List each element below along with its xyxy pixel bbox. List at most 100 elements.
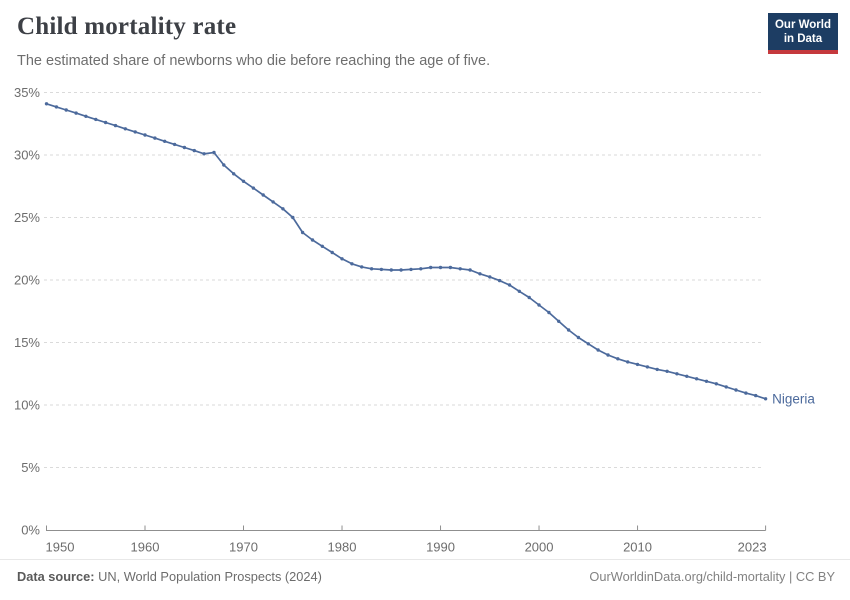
data-point	[438, 265, 443, 270]
data-point	[113, 123, 118, 128]
data-point	[222, 163, 226, 167]
data-point	[586, 342, 590, 346]
data-point	[468, 268, 472, 272]
y-tick-label: 35%	[14, 85, 40, 100]
series-end-label: Nigeria	[772, 391, 815, 406]
data-point	[310, 238, 315, 242]
data-point	[704, 379, 709, 383]
data-point	[429, 265, 433, 270]
data-point	[744, 391, 748, 395]
data-point	[74, 111, 78, 115]
data-point	[576, 335, 581, 340]
y-tick-label: 10%	[14, 398, 40, 413]
data-point	[724, 385, 728, 389]
data-point	[527, 295, 531, 300]
data-point	[694, 377, 699, 381]
data-point	[281, 207, 285, 211]
y-tick-label: 20%	[14, 273, 40, 288]
x-tick-label: 2000	[525, 540, 554, 555]
data-point	[212, 150, 216, 155]
data-source-note: Data source: UN, World Population Prospe…	[17, 569, 322, 584]
x-tick-label: 2010	[623, 540, 652, 555]
data-point	[517, 289, 521, 293]
owid-logo-line1: Our World	[774, 19, 831, 31]
footer-link[interactable]: OurWorldinData.org/child-mortality | CC …	[589, 569, 835, 584]
data-point	[566, 328, 571, 332]
data-point	[143, 133, 147, 137]
x-tick-label: 1950	[46, 540, 75, 555]
chart-subtitle: The estimated share of newborns who die …	[17, 53, 491, 69]
data-point	[763, 397, 768, 401]
data-point	[84, 114, 88, 119]
data-point	[291, 215, 295, 220]
owid-logo-line2: in Data	[783, 33, 823, 46]
data-point	[192, 148, 196, 153]
data-point	[685, 374, 689, 378]
y-tick-label: 0%	[21, 523, 40, 538]
x-tick-label: 1960	[131, 540, 160, 555]
x-tick-label: 1980	[328, 540, 357, 555]
data-point	[172, 142, 177, 147]
data-point	[350, 262, 354, 266]
data-point	[241, 179, 246, 183]
footer-divider	[0, 559, 850, 560]
data-point	[478, 272, 482, 276]
data-point	[635, 362, 640, 367]
data-point	[103, 120, 108, 125]
data-point	[645, 365, 650, 369]
data-point	[606, 353, 610, 357]
data-point	[655, 367, 659, 372]
data-point	[369, 267, 374, 271]
data-point	[626, 360, 630, 364]
y-tick-label: 25%	[14, 210, 40, 225]
data-point	[232, 172, 236, 176]
data-point	[389, 268, 393, 272]
page-title: Child mortality rate	[17, 13, 237, 40]
data-source-label: Data source:	[17, 569, 95, 584]
data-point	[448, 265, 453, 270]
data-source-value: UN, World Population Prospects (2024)	[98, 569, 322, 584]
data-point	[675, 372, 679, 376]
data-point	[300, 230, 305, 235]
data-point	[488, 275, 492, 279]
data-point	[616, 357, 620, 361]
data-point	[54, 105, 59, 109]
data-point	[714, 382, 718, 386]
data-point	[202, 152, 206, 156]
data-point	[340, 257, 344, 261]
data-point	[754, 393, 758, 398]
data-point	[507, 283, 512, 287]
data-point	[596, 348, 600, 352]
data-point	[261, 193, 265, 197]
data-point	[330, 250, 334, 255]
data-point	[251, 186, 256, 190]
owid-logo[interactable]: Our World in Data	[767, 13, 838, 54]
data-point	[271, 200, 275, 204]
data-point	[123, 127, 128, 131]
x-tick-label: 2023	[738, 540, 767, 555]
x-tick-label: 1990	[426, 540, 455, 555]
y-tick-label: 5%	[21, 460, 40, 475]
data-point	[153, 136, 157, 140]
series-line-nigeria	[45, 102, 767, 400]
data-point	[360, 265, 364, 269]
y-tick-label: 15%	[14, 335, 40, 350]
data-point	[399, 268, 403, 272]
data-point	[409, 267, 413, 272]
data-point	[182, 145, 187, 150]
x-tick-label: 1970	[229, 540, 258, 555]
data-point	[537, 303, 541, 307]
data-point	[665, 369, 669, 373]
data-point	[547, 310, 551, 315]
y-tick-label: 30%	[14, 148, 40, 163]
data-point	[419, 267, 423, 271]
data-point	[379, 267, 384, 272]
data-point	[44, 102, 49, 106]
data-point	[94, 117, 98, 122]
data-point	[320, 244, 324, 248]
data-point	[557, 319, 561, 323]
data-point	[458, 267, 462, 271]
data-point	[734, 388, 738, 392]
data-point	[497, 278, 502, 283]
